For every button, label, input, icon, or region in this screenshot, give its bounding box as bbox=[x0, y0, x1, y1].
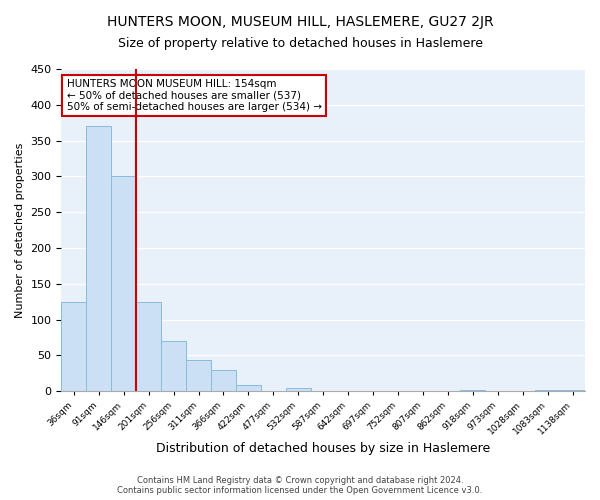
Bar bbox=[535, 390, 560, 392]
Text: HUNTERS MOON MUSEUM HILL: 154sqm
← 50% of detached houses are smaller (537)
50% : HUNTERS MOON MUSEUM HILL: 154sqm ← 50% o… bbox=[67, 78, 322, 112]
Bar bbox=[61, 302, 86, 392]
Bar bbox=[460, 390, 485, 392]
Text: Size of property relative to detached houses in Haslemere: Size of property relative to detached ho… bbox=[118, 38, 482, 51]
Bar bbox=[186, 360, 211, 392]
Bar bbox=[560, 390, 585, 392]
X-axis label: Distribution of detached houses by size in Haslemere: Distribution of detached houses by size … bbox=[156, 442, 490, 455]
Text: Contains HM Land Registry data © Crown copyright and database right 2024.
Contai: Contains HM Land Registry data © Crown c… bbox=[118, 476, 482, 495]
Bar bbox=[236, 385, 261, 392]
Bar bbox=[161, 341, 186, 392]
Y-axis label: Number of detached properties: Number of detached properties bbox=[15, 142, 25, 318]
Bar bbox=[111, 176, 136, 392]
Bar bbox=[211, 370, 236, 392]
Bar bbox=[86, 126, 111, 392]
Bar bbox=[136, 302, 161, 392]
Bar bbox=[286, 388, 311, 392]
Text: HUNTERS MOON, MUSEUM HILL, HASLEMERE, GU27 2JR: HUNTERS MOON, MUSEUM HILL, HASLEMERE, GU… bbox=[107, 15, 493, 29]
